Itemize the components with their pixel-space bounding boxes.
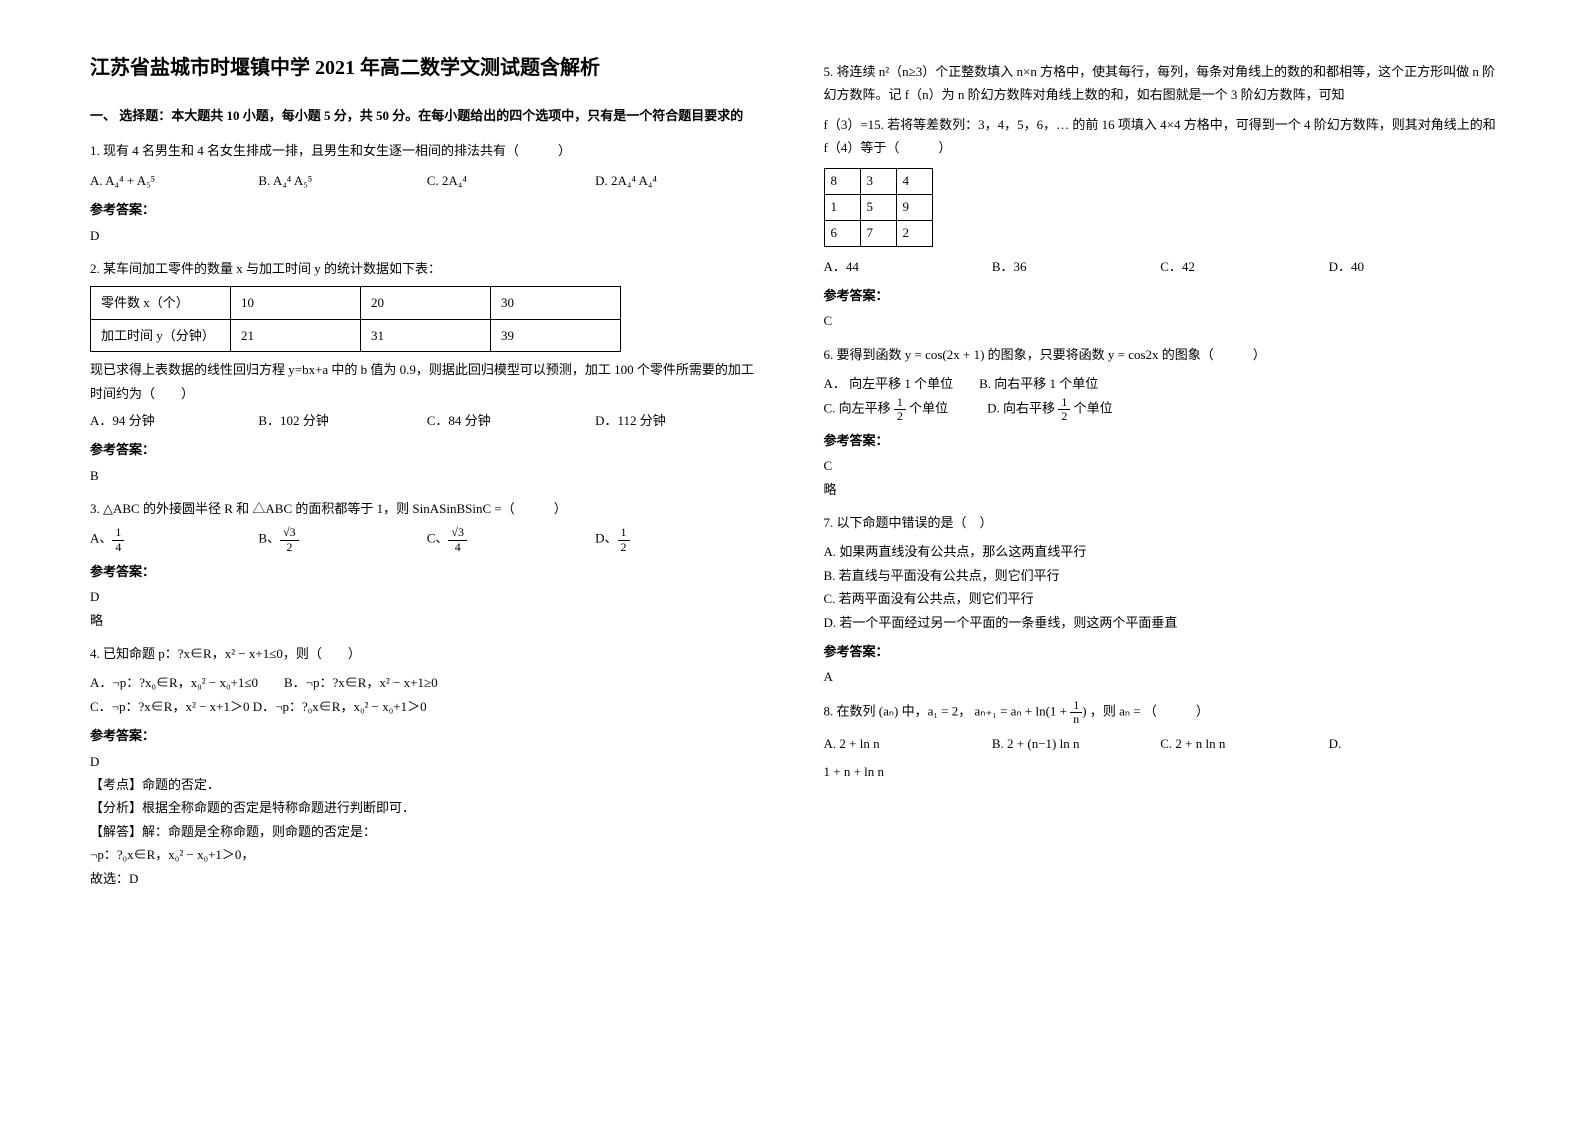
q7-opt-d: D. 若一个平面经过另一个平面的一条垂线，则这两个平面垂直 [824,611,1498,634]
cell: 39 [491,319,621,351]
q1-opt-a: A. A₄⁴ + A₅⁵ [90,169,258,192]
right-column: 5. 将连续 n²（n≥3）个正整数填入 n×n 方格中，使其每行，每列，每条对… [824,50,1498,1072]
cell: 31 [361,319,491,351]
q5-options: A．44 B．36 C．42 D．40 [824,255,1498,278]
q2-text2: 现已求得上表数据的线性回归方程 y=bx+a 中的 b 值为 0.9，则据此回归… [90,358,764,405]
q6-opt-ab: A． 向左平移 1 个单位 B. 向右平移 1 个单位 [824,372,1498,395]
q3-ans-label: 参考答案： [90,560,764,583]
cell: 21 [231,319,361,351]
q5-ans: C [824,309,1498,332]
q1-options: A. A₄⁴ + A₅⁵ B. A₄⁴ A₅⁵ C. 2A₄⁴ D. 2A₄⁴ … [90,169,764,192]
q8-opt-b: B. 2 + (n−1) ln n [992,732,1160,755]
q5-opt-b: B．36 [992,255,1160,278]
q3-opt-b: B、√32 [258,526,426,553]
cell: 加工时间 y（分钟） [91,319,231,351]
q4-opt-cd: C．¬p：?x∈R，x² − x+1＞0 D．¬p：?₀x∈R，x₀² − x₀… [90,695,764,718]
q8-d-line: 1 + n + ln n [824,760,1498,783]
q8-options: A. 2 + ln n B. 2 + (n−1) ln n C. 2 + n l… [824,732,1498,755]
q6-ans: C [824,454,1498,477]
q6-text: 6. 要得到函数 y = cos(2x + 1) 的图象，只要将函数 y = c… [824,343,1498,366]
q7-opt-a: A. 如果两直线没有公共点，那么这两直线平行 [824,540,1498,563]
q2-opt-b: B．102 分钟 [258,409,426,432]
q1-opt-b: B. A₄⁴ A₅⁵ [258,169,426,192]
q4-ans-label: 参考答案： [90,724,764,747]
q1-opt-c: C. 2A₄⁴ [427,169,595,192]
left-column: 江苏省盐城市时堰镇中学 2021 年高二数学文测试题含解析 一、 选择题：本大题… [90,50,764,1072]
q3-options: A、14 B、√32 C、√34 D、12 [90,526,764,553]
q5-magic-square: 834 159 672 [824,168,933,247]
q1-opt-d: D. 2A₄⁴ A₄⁴ [595,169,763,192]
q4-exp1: 【考点】命题的否定． [90,773,764,796]
q5-opt-c: C．42 [1160,255,1328,278]
q2-ans-label: 参考答案： [90,438,764,461]
q4-opt-ab: A．¬p：?x₀∈R，x₀² − x₀+1≤0 B．¬p：?x∈R，x² − x… [90,671,764,694]
q1-text: 1. 现有 4 名男生和 4 名女生排成一排，且男生和女生逐一相间的排法共有（ … [90,139,764,162]
q5-opt-a: A．44 [824,255,992,278]
q1-ans-label: 参考答案： [90,198,764,221]
q2-text: 2. 某车间加工零件的数量 x 与加工时间 y 的统计数据如下表： [90,257,764,280]
q5-text1: 5. 将连续 n²（n≥3）个正整数填入 n×n 方格中，使其每行，每列，每条对… [824,60,1498,107]
q7-opt-b: B. 若直线与平面没有公共点，则它们平行 [824,564,1498,587]
q5-ans-label: 参考答案： [824,284,1498,307]
q2-opt-c: C．84 分钟 [427,409,595,432]
q2-opt-d: D．112 分钟 [595,409,763,432]
q2-ans: B [90,464,764,487]
q4-exp4: ¬p：?₀x∈R，x₀² − x₀+1＞0， [90,843,764,866]
q2-opt-a: A．94 分钟 [90,409,258,432]
section-1-head: 一、 选择题：本大题共 10 小题，每小题 5 分，共 50 分。在每小题给出的… [90,104,764,127]
q8-text: 8. 在数列 (aₙ) 中，a₁ = 2， aₙ₊₁ = aₙ + ln(1 +… [824,699,1498,726]
q5-opt-d: D．40 [1329,255,1497,278]
q6-ans-label: 参考答案： [824,429,1498,452]
q4-ans: D [90,750,764,773]
q7-text: 7. 以下命题中错误的是（ ） [824,511,1498,534]
q5-text2: f（3）=15. 若将等差数列：3，4，5，6，… 的前 16 项填入 4×4 … [824,113,1498,160]
q4-exp5: 故选：D [90,867,764,890]
q4-exp3: 【解答】解：命题是全称命题，则命题的否定是： [90,820,764,843]
cell: 20 [361,287,491,319]
q2-options: A．94 分钟 B．102 分钟 C．84 分钟 D．112 分钟 [90,409,764,432]
q8-opt-a: A. 2 + ln n [824,732,992,755]
cell: 零件数 x（个） [91,287,231,319]
q3-opt-c: C、√34 [427,526,595,553]
q3-opt-d: D、12 [595,526,763,553]
q3-text: 3. △ABC 的外接圆半径 R 和 △ABC 的面积都等于 1，则 SinAS… [90,497,764,520]
doc-title: 江苏省盐城市时堰镇中学 2021 年高二数学文测试题含解析 [90,50,764,86]
q6-opt-cd: C. 向左平移 12 个单位 D. 向右平移 12 个单位 [824,396,1498,423]
q3-ans: D [90,585,764,608]
q1-ans: D [90,224,764,247]
q3-opt-a: A、14 [90,526,258,553]
q4-exp2: 【分析】根据全称命题的否定是特称命题进行判断即可． [90,796,764,819]
q6-ans2: 略 [824,478,1498,501]
cell: 10 [231,287,361,319]
q7-ans-label: 参考答案： [824,640,1498,663]
q7-ans: A [824,665,1498,688]
cell: 30 [491,287,621,319]
q2-table: 零件数 x（个） 10 20 30 加工时间 y（分钟） 21 31 39 [90,286,621,352]
q4-text: 4. 已知命题 p：?x∈R，x² − x+1≤0，则（ ） [90,642,764,665]
q8-opt-d: D. [1329,732,1497,755]
q7-opt-c: C. 若两平面没有公共点，则它们平行 [824,587,1498,610]
q8-opt-c: C. 2 + n ln n [1160,732,1328,755]
q3-ans2: 略 [90,609,764,632]
